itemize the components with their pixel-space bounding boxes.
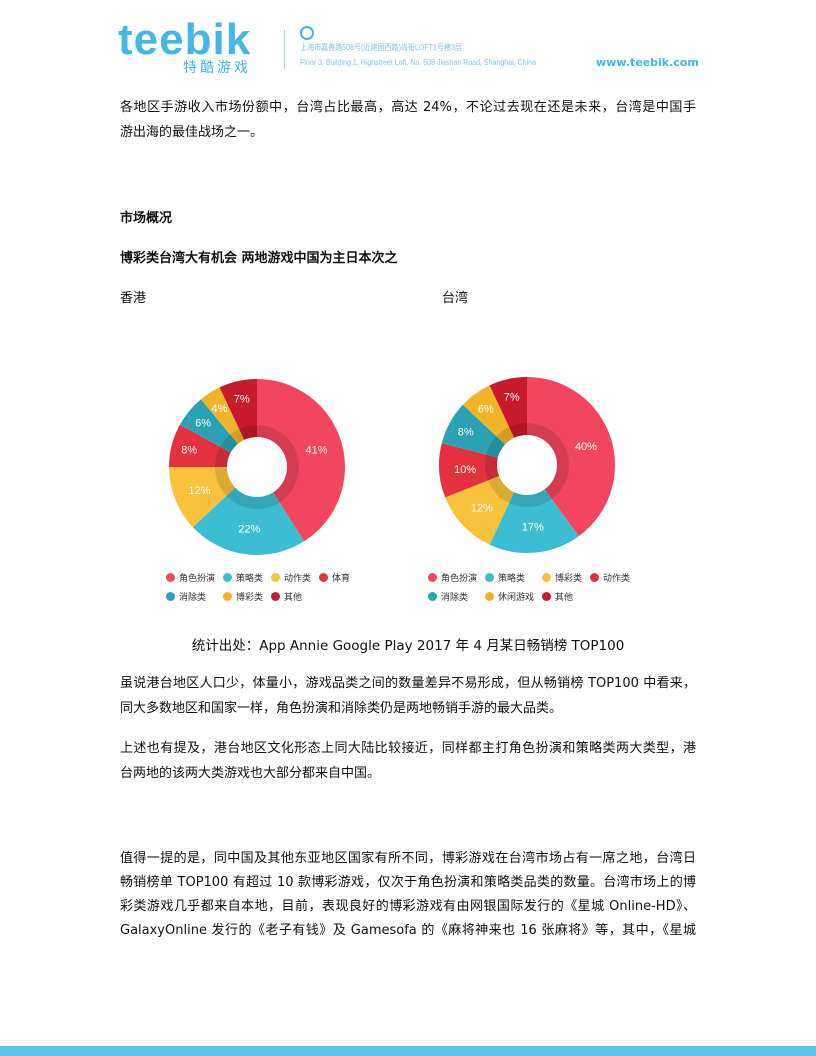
slice-label: 8% (458, 426, 474, 438)
slice-label: 12% (188, 485, 210, 497)
legend-tw: 角色扮演 策略类 博彩类 动作类消除类 休闲游戏 其他 (428, 571, 648, 603)
legend-dot-icon (542, 573, 552, 582)
slice-label: 17% (522, 522, 544, 534)
legend-label: 策略类 (236, 574, 264, 584)
legend-dot-icon (223, 592, 233, 601)
legend-item: 消除类 (428, 590, 477, 603)
legend-item: 其他 (542, 590, 582, 603)
legend-label: 策略类 (498, 574, 526, 584)
para3-line: 值得一提的是，同中国及其他东亚地区国家有所不同，博彩游戏在台湾市场占有一席之地，… (120, 851, 696, 866)
slice-label: 7% (234, 394, 250, 406)
legend-item: 消除类 (166, 590, 215, 603)
legend-dot-icon (223, 573, 233, 582)
legend-dot-icon (485, 592, 495, 601)
para1-line: 同大多数地区和国家一样，角色扮演和消除类仍是两地畅销手游的最大品类。 (120, 701, 563, 716)
legend-label: 体育 (332, 574, 351, 584)
slice-label: 40% (575, 441, 597, 453)
legend-item: 体育 (319, 571, 350, 584)
legend-label: 休闲游戏 (498, 593, 535, 603)
slice-label: 10% (454, 464, 476, 476)
legend-item: 策略类 (485, 571, 534, 584)
legend-label: 博彩类 (555, 574, 583, 584)
para1-line: 虽说港台地区人口少，体量小，游戏品类之间的数量差异不易形成，但从畅销榜 TOP1… (120, 676, 696, 691)
legend-dot-icon (485, 573, 495, 582)
address-en: Floor 3, Building 1, Highstreet Loft, No… (300, 58, 536, 67)
legend-label: 动作类 (603, 574, 631, 584)
legend-dot-icon (590, 573, 600, 582)
footer-band (0, 1046, 816, 1056)
header-divider (284, 30, 285, 70)
intro-line: 游出海的最佳战场之一。 (120, 125, 264, 140)
chart-title-tw: 台湾 (442, 291, 469, 306)
slice-label: 22% (238, 524, 260, 536)
legend-dot-icon (428, 573, 437, 582)
donut-charts: 41%22%12%8%6%4%7%40%17%12%10%8%6%7% (169, 377, 615, 555)
chart-title-hk: 香港 (120, 291, 147, 306)
legend-item: 角色扮演 (428, 571, 477, 584)
legend-item: 休闲游戏 (485, 590, 534, 603)
legend-dot-icon (271, 592, 281, 601)
para3-line: 彩类游戏几乎都来自本地，目前，表现良好的博彩游戏有由网银国际发行的《星城 Onl… (120, 899, 696, 914)
slice-label: 8% (181, 445, 197, 457)
legend-label: 其他 (555, 593, 574, 603)
location-pin-icon (300, 26, 314, 40)
section-subtitle: 博彩类台湾大有机会 两地游戏中国为主日本次之 (120, 251, 398, 266)
para3-line: GalaxyOnline 发行的《老子有钱》及 Gamesofa 的《麻将神来也… (120, 923, 696, 938)
pie-slice (489, 465, 579, 553)
legend-item: 博彩类 (223, 590, 263, 603)
legend-label: 动作类 (284, 574, 312, 584)
legend-dot-icon (428, 592, 437, 601)
slice-label: 6% (195, 417, 211, 429)
donut-inner-ring (485, 423, 569, 507)
legend-dot-icon (166, 573, 175, 582)
donut-inner-ring (215, 425, 299, 509)
legend-item: 动作类 (590, 571, 630, 584)
legend-item: 博彩类 (542, 571, 582, 584)
legend-dot-icon (542, 592, 552, 601)
legend-item: 角色扮演 (166, 571, 215, 584)
para3-line: 畅销榜单 TOP100 有超过 10 款博彩游戏，仅次于角色扮演和策略类品类的数… (120, 875, 696, 890)
slice-label: 7% (504, 392, 520, 404)
para2-line: 台两地的该两大类游戏也大部分都来自中国。 (120, 766, 381, 781)
address-cn: 上海市嘉善路508号(近建国西路)尚街LOFT1号楼3层 (300, 43, 462, 52)
teebik-logo: teebik (118, 15, 252, 64)
donut-hole (497, 435, 557, 495)
source-note: 统计出处：App Annie Google Play 2017 年 4 月某日畅… (191, 638, 625, 654)
legend-item: 策略类 (223, 571, 263, 584)
legend-item: 其他 (271, 590, 311, 603)
legend-label: 消除类 (179, 593, 207, 603)
legend-label: 角色扮演 (441, 574, 478, 584)
slice-label: 6% (478, 403, 494, 415)
pie-slice (439, 443, 527, 498)
legend-label: 其他 (284, 593, 303, 603)
slice-label: 41% (306, 445, 328, 457)
legend-dot-icon (319, 573, 329, 582)
legend-dot-icon (166, 592, 175, 601)
legend-label: 博彩类 (236, 593, 264, 603)
pie-slice (527, 377, 615, 537)
pie-slice (192, 467, 305, 555)
donut-hole (227, 437, 287, 497)
legend-label: 角色扮演 (179, 574, 216, 584)
intro-line: 各地区手游收入市场份额中，台湾占比最高，高达 24%，不论过去现在还是未来，台湾… (120, 100, 696, 115)
legend-dot-icon (271, 573, 281, 582)
logo-subtitle: 特酷游戏 (183, 60, 251, 76)
slice-label: 4% (212, 403, 228, 415)
legend-label: 消除类 (441, 593, 469, 603)
section-title: 市场概况 (120, 211, 173, 226)
pie-slice (257, 379, 345, 542)
legend-hk: 角色扮演 策略类 动作类 体育消除类 博彩类 其他 (166, 571, 386, 603)
slice-label: 12% (471, 502, 493, 514)
legend-item: 动作类 (271, 571, 311, 584)
website-link[interactable]: www.teebik.com (596, 56, 699, 69)
para2-line: 上述也有提及，港台地区文化形态上同大陆比较接近，同样都主打角色扮演和策略类两大类… (120, 741, 696, 756)
